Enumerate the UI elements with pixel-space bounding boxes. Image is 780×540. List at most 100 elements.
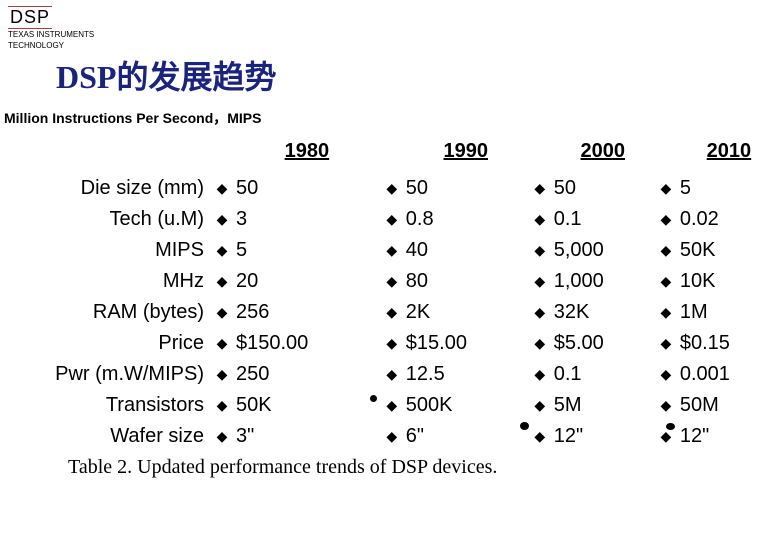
table-row: MIPS◆5◆40◆5,000◆50K (0, 235, 780, 266)
cell-value: 12.5 (404, 359, 528, 390)
cell-value: 5 (234, 235, 380, 266)
subtitle-text: Million Instructions Per Second，MIPS (4, 108, 261, 128)
diamond-bullet-icon: ◆ (380, 359, 404, 390)
diamond-bullet-icon: ◆ (654, 390, 678, 421)
diamond-bullet-icon: ◆ (380, 173, 404, 204)
diamond-bullet-icon: ◆ (528, 390, 552, 421)
cell-value: 500K (404, 390, 528, 421)
cell-value: $15.00 (404, 328, 528, 359)
cell-value: 1,000 (552, 266, 654, 297)
cell-value: 0.02 (678, 204, 780, 235)
table-row: RAM (bytes)◆256◆2K◆32K◆1M (0, 297, 780, 328)
diamond-bullet-icon: ◆ (380, 390, 404, 421)
diamond-bullet-icon: ◆ (210, 235, 234, 266)
cell-value: 256 (234, 297, 380, 328)
row-label: Tech (u.M) (0, 204, 210, 235)
cell-value: 3" (234, 421, 380, 452)
row-label: MHz (0, 266, 210, 297)
row-label: Wafer size (0, 421, 210, 452)
cell-value: 250 (234, 359, 380, 390)
label-col-head (0, 140, 210, 173)
table-row: Wafer size◆3"◆6"◆12"◆12" (0, 421, 780, 452)
cell-value: 5 (678, 173, 780, 204)
data-table-region: 1980 1990 2000 2010 Die size (mm)◆50◆50◆… (0, 140, 780, 452)
cell-value: 0.8 (404, 204, 528, 235)
dsp-trend-table: 1980 1990 2000 2010 Die size (mm)◆50◆50◆… (0, 140, 780, 452)
diamond-bullet-icon: ◆ (528, 328, 552, 359)
cell-value: 0.1 (552, 359, 654, 390)
diamond-bullet-icon: ◆ (210, 266, 234, 297)
cell-value: 50M (678, 390, 780, 421)
diamond-bullet-icon: ◆ (654, 266, 678, 297)
cell-value: 5M (552, 390, 654, 421)
table-row: Pwr (m.W/MIPS)◆250◆12.5◆0.1◆0.001 (0, 359, 780, 390)
diamond-bullet-icon: ◆ (210, 297, 234, 328)
table-caption: Table 2. Updated performance trends of D… (68, 456, 497, 479)
cell-value: 20 (234, 266, 380, 297)
cell-value: 6" (404, 421, 528, 452)
table-row: Price◆$150.00◆$15.00◆$5.00◆$0.15 (0, 328, 780, 359)
diamond-bullet-icon: ◆ (210, 328, 234, 359)
logo-main: DSP (8, 6, 52, 29)
table-row: Transistors◆50K◆500K◆5M◆50M (0, 390, 780, 421)
row-label: Transistors (0, 390, 210, 421)
scan-artifact (666, 423, 675, 430)
diamond-bullet-icon: ◆ (528, 204, 552, 235)
diamond-bullet-icon: ◆ (380, 421, 404, 452)
diamond-bullet-icon: ◆ (528, 421, 552, 452)
row-label: Die size (mm) (0, 173, 210, 204)
diamond-bullet-icon: ◆ (528, 266, 552, 297)
cell-value: 10K (678, 266, 780, 297)
cell-value: 1M (678, 297, 780, 328)
diamond-bullet-icon: ◆ (654, 173, 678, 204)
row-label: RAM (bytes) (0, 297, 210, 328)
diamond-bullet-icon: ◆ (380, 266, 404, 297)
diamond-bullet-icon: ◆ (380, 297, 404, 328)
cell-value: 50K (678, 235, 780, 266)
diamond-bullet-icon: ◆ (654, 359, 678, 390)
diamond-bullet-icon: ◆ (528, 235, 552, 266)
diamond-bullet-icon: ◆ (380, 328, 404, 359)
diamond-bullet-icon: ◆ (210, 421, 234, 452)
cell-value: 5,000 (552, 235, 654, 266)
cell-value: 50 (552, 173, 654, 204)
cell-value: 12" (552, 421, 654, 452)
logo-block: DSP TEXAS INSTRUMENTS TECHNOLOGY (8, 6, 94, 51)
cell-value: $0.15 (678, 328, 780, 359)
cell-value: $5.00 (552, 328, 654, 359)
year-head-3: 2010 (678, 140, 780, 173)
row-label: MIPS (0, 235, 210, 266)
cell-value: 3 (234, 204, 380, 235)
cell-value: 0.001 (678, 359, 780, 390)
scan-artifact (520, 422, 529, 430)
diamond-bullet-icon: ◆ (654, 297, 678, 328)
row-label: Price (0, 328, 210, 359)
diamond-bullet-icon: ◆ (654, 204, 678, 235)
table-row: Die size (mm)◆50◆50◆50◆5 (0, 173, 780, 204)
table-row: Tech (u.M)◆3◆0.8◆0.1◆0.02 (0, 204, 780, 235)
cell-value: 50K (234, 390, 380, 421)
diamond-bullet-icon: ◆ (380, 204, 404, 235)
cell-value: 0.1 (552, 204, 654, 235)
cell-value: 40 (404, 235, 528, 266)
cell-value: 2K (404, 297, 528, 328)
diamond-bullet-icon: ◆ (528, 173, 552, 204)
scan-artifact (370, 395, 377, 402)
page-title: DSP的发展趋势 (56, 52, 276, 98)
row-label: Pwr (m.W/MIPS) (0, 359, 210, 390)
diamond-bullet-icon: ◆ (210, 173, 234, 204)
cell-value: $150.00 (234, 328, 380, 359)
diamond-bullet-icon: ◆ (654, 235, 678, 266)
diamond-bullet-icon: ◆ (380, 235, 404, 266)
year-head-2: 2000 (552, 140, 654, 173)
diamond-bullet-icon: ◆ (210, 204, 234, 235)
diamond-bullet-icon: ◆ (210, 359, 234, 390)
cell-value: 32K (552, 297, 654, 328)
diamond-bullet-icon: ◆ (528, 359, 552, 390)
cell-value: 80 (404, 266, 528, 297)
year-head-0: 1980 (234, 140, 380, 173)
table-row: MHz◆20◆80◆1,000◆10K (0, 266, 780, 297)
cell-value: 50 (234, 173, 380, 204)
logo-sub1: TEXAS INSTRUMENTS (8, 31, 94, 40)
cell-value: 12" (678, 421, 780, 452)
